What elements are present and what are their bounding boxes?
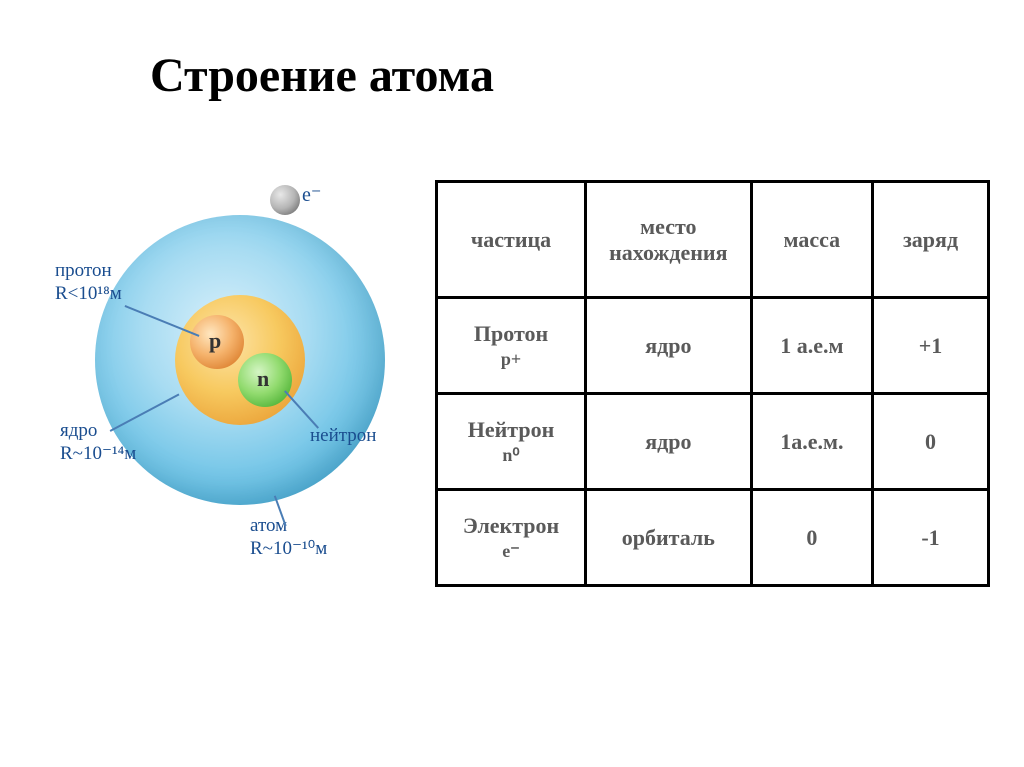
cell-particle: Нейтрон n⁰ — [437, 394, 586, 490]
proton-size: R<10¹⁸м — [55, 283, 122, 304]
atom-callout: атом R~10⁻¹⁰м — [250, 515, 327, 561]
cell-particle: Протон p+ — [437, 298, 586, 394]
electron-label: e⁻ — [302, 183, 321, 207]
table-row: Нейтрон n⁰ ядро 1а.е.м. 0 — [437, 394, 989, 490]
col-location: место нахождения — [586, 182, 752, 298]
particle-symbol: n⁰ — [444, 445, 578, 466]
atom-size: R~10⁻¹⁰м — [250, 538, 327, 559]
cell-mass: 1а.е.м. — [751, 394, 872, 490]
nucleus-circle — [175, 295, 305, 425]
neutron-name: нейтрон — [310, 425, 376, 446]
particles-table: частица место нахождения масса заряд Про… — [435, 180, 990, 587]
neutron-circle: n — [238, 353, 292, 407]
particle-name: Электрон — [463, 513, 559, 538]
cell-location: орбиталь — [586, 490, 752, 586]
nucleus-size: R~10⁻¹⁴м — [60, 443, 136, 464]
col-particle: частица — [437, 182, 586, 298]
page-title: Строение атома — [150, 48, 494, 103]
proton-circle: p — [190, 315, 244, 369]
cell-mass: 1 а.е.м — [751, 298, 872, 394]
cell-particle: Электрон e⁻ — [437, 490, 586, 586]
col-charge: заряд — [873, 182, 989, 298]
atom-diagram: p n e⁻ протон R<10¹⁸м ядро R~10⁻¹⁴м нейт… — [40, 175, 410, 595]
table-row: Протон p+ ядро 1 а.е.м +1 — [437, 298, 989, 394]
table: частица место нахождения масса заряд Про… — [435, 180, 990, 587]
cell-mass: 0 — [751, 490, 872, 586]
nucleus-name: ядро — [60, 420, 97, 441]
cell-location: ядро — [586, 394, 752, 490]
table-row: Электрон e⁻ орбиталь 0 -1 — [437, 490, 989, 586]
cell-charge: -1 — [873, 490, 989, 586]
proton-name: протон — [55, 260, 112, 281]
electron-circle — [270, 185, 300, 215]
neutron-letter: n — [257, 366, 269, 392]
proton-letter: p — [209, 328, 221, 354]
neutron-callout: нейтрон — [310, 425, 376, 448]
col-mass: масса — [751, 182, 872, 298]
nucleus-callout: ядро R~10⁻¹⁴м — [60, 420, 136, 466]
particle-name: Протон — [474, 321, 548, 346]
particle-symbol: e⁻ — [444, 541, 578, 562]
cell-charge: 0 — [873, 394, 989, 490]
cell-location: ядро — [586, 298, 752, 394]
particle-name: Нейтрон — [468, 417, 555, 442]
cell-charge: +1 — [873, 298, 989, 394]
proton-callout: протон R<10¹⁸м — [55, 260, 122, 306]
table-header-row: частица место нахождения масса заряд — [437, 182, 989, 298]
particle-symbol: p+ — [444, 349, 578, 370]
